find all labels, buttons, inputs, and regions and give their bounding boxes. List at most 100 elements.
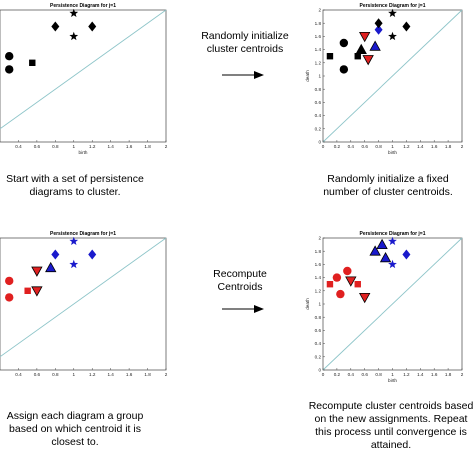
point-diamond [374,24,383,35]
x-axis-label: birth [79,150,88,155]
x-tick-label: 0.6 [34,372,41,377]
points-group [5,8,97,74]
y-tick-label: 0.8 [315,315,322,320]
point-triangle-up [355,43,367,54]
point-triangle-down [359,293,371,304]
x-tick-label: 1 [391,144,394,149]
x-tick-label: 0 [322,144,325,149]
y-tick-label: 0.2 [315,126,322,131]
point-star [69,31,79,41]
point-circle [339,65,349,74]
point-circle [5,276,14,286]
arrow-top [222,71,264,79]
point-circle [5,65,14,74]
diagonal-line [322,9,463,143]
y-tick-label: 0.4 [315,341,322,346]
x-tick-label: 1.6 [126,372,133,377]
point-triangle-down [359,32,371,43]
x-tick-label: 1.8 [445,372,452,377]
x-tick-label: 0.8 [375,144,382,149]
x-tick-label: 2 [165,144,168,149]
y-tick-label: 0.6 [315,328,322,333]
plot-random-centroids-svg: Persistence Diagram for j=1 0 0.2 0.4 0.6 0.8… [305,3,464,155]
arrow-bottom [222,305,264,313]
point-diamond [402,249,411,260]
x-tick-label: 1.6 [431,144,438,149]
y-tick-label: 1.6 [315,34,322,39]
x-tick-label: 0.2 [334,372,341,377]
x-axis-label: birth [388,378,397,383]
point-circle [5,52,14,61]
caption-top-right: Randomly initialize a fixed number of cl… [323,173,453,198]
point-square [354,281,361,288]
y-tick-label: 1.4 [315,275,322,280]
point-triangle-down [31,286,43,297]
y-tick-label: 1.4 [315,47,322,52]
point-square [326,53,334,60]
diagonal-line [0,237,167,358]
point-circle [339,38,349,48]
x-tick-label: 1.6 [431,372,438,377]
x-tick-label: 1.8 [144,144,151,149]
points-group [326,8,411,74]
y-tick-label: 1.2 [315,288,322,293]
y-tick-label: 1.8 [315,249,322,254]
y-tick-label: 0.4 [315,113,322,118]
x-tick-label: 1 [72,144,75,149]
y-tick-label: 1 [318,74,321,79]
x-tick-label: 0.6 [362,372,369,377]
plot-frame [0,9,167,143]
point-triangle-up [376,238,388,249]
points-group [5,236,97,302]
point-diamond [88,21,97,32]
y-tick-label: 2 [318,8,321,13]
point-star [388,8,397,18]
x-tick-label: 0.4 [15,144,22,149]
point-triangle-up [369,40,381,51]
plot-random-centroids: Persistence Diagram for j=1 0 0.2 0.4 0.6 0.8… [296,0,474,166]
point-star [69,259,79,269]
point-triangle-up [45,261,57,273]
caption-bottom-left: Assign each diagram a group based on whi… [6,410,144,448]
point-square [24,287,31,294]
x-tick-label: 1.2 [89,372,96,377]
x-axis-label: birth [388,150,397,155]
x-tick-label: 0.4 [15,372,22,377]
point-diamond [51,21,60,32]
x-tick-label: 1.4 [107,144,114,149]
point-triangle-down [362,55,374,66]
plot-recomputed-centroids-svg: Persistence Diagram for j=1 0 0.2 0.4 0.6 0.8… [305,231,464,383]
point-star [69,8,79,18]
point-square [29,59,36,66]
y-axis-label: death [305,298,310,310]
plot-assign-groups: Persistence Diagram for j=1 0.4 0.6 0.8 1 1.2… [0,228,178,382]
plot-frame [0,237,167,371]
x-tick-label: 0.2 [334,144,341,149]
y-tick-label: 0.2 [315,354,322,359]
x-tick-label: 0 [322,372,325,377]
x-tick-label: 1.2 [403,372,410,377]
x-tick-label: 1.8 [445,144,452,149]
x-tick-label: 2 [461,372,464,377]
x-tick-label: 2 [165,372,168,377]
x-tick-label: 2 [461,144,464,149]
x-tick-label: 0.8 [375,372,382,377]
point-diamond [88,249,97,260]
point-diamond [51,249,60,260]
y-tick-label: 1.8 [315,21,322,26]
y-tick-label: 0 [318,140,321,145]
diagonal-line [0,9,167,130]
x-tick-label: 1 [391,372,394,377]
plot-initial: Persistence Diagram for j=1 0.4 0.6 0.8 1 1.2… [0,0,178,166]
x-tick-label: 1.2 [403,144,410,149]
point-triangle-down [31,266,43,277]
caption-top-left: Start with a set of persistence diagrams… [6,173,144,198]
y-tick-label: 0 [318,368,321,373]
plot-title: Persistence Diagram for j=1 [50,231,116,237]
point-star [69,236,79,246]
point-square [354,53,361,60]
y-tick-label: 2 [318,236,321,241]
x-tick-label: 1 [72,372,75,377]
x-tick-label: 0.6 [34,144,41,149]
point-square [326,281,334,288]
